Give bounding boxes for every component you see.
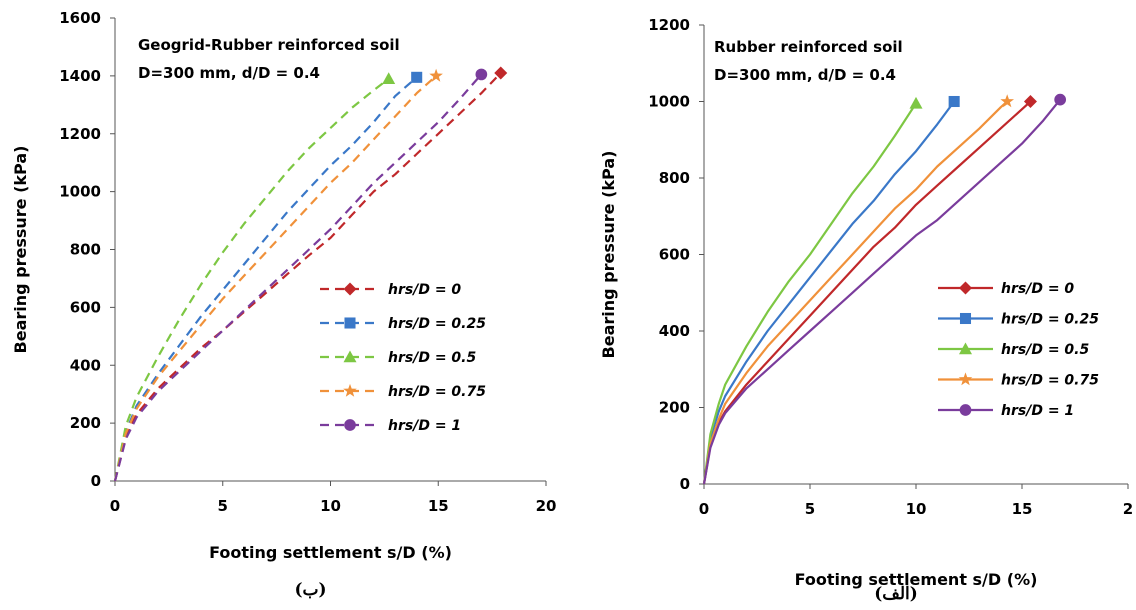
series-line <box>702 102 917 485</box>
legend-marker <box>343 383 357 397</box>
y-tick-label: 1000 <box>648 93 690 111</box>
annotation-line: Rubber reinforced soil <box>714 38 903 56</box>
x-tick-label: 10 <box>320 497 341 515</box>
y-axis-label: Bearing pressure (kPa) <box>599 151 618 359</box>
y-tick-label: 1200 <box>59 125 101 143</box>
series-line <box>113 76 418 482</box>
series-line <box>113 72 502 482</box>
series-diamond <box>702 95 1037 485</box>
series-circle <box>702 93 1067 485</box>
y-tick-label: 600 <box>70 298 101 316</box>
series-line <box>702 98 1062 485</box>
legend-marker <box>344 419 356 431</box>
series-line <box>113 77 390 482</box>
series-diamond <box>113 66 508 482</box>
legend-marker <box>959 312 972 325</box>
legend-marker <box>343 350 357 363</box>
legend-marker <box>958 372 973 386</box>
series-star <box>113 68 443 482</box>
x-tick-label: 10 <box>906 500 927 518</box>
series-end-marker <box>1023 95 1037 108</box>
legend-label: hrs/D = 1 <box>1001 403 1074 419</box>
chart-caption: (الف) <box>874 584 918 604</box>
legend-label: hrs/D = 0.75 <box>1001 373 1099 389</box>
series-end-marker <box>909 96 923 109</box>
legend-marker <box>344 317 356 329</box>
series-square <box>113 71 423 482</box>
annotation-line: D=300 mm, d/D = 0.4 <box>138 64 320 82</box>
legend-label: hrs/D = 0.5 <box>388 350 476 366</box>
x-tick-label: 20 <box>536 497 557 515</box>
legend-marker <box>959 281 972 295</box>
y-tick-label: 200 <box>70 414 101 432</box>
x-tick-label: 5 <box>218 497 228 515</box>
series-triangle <box>113 72 396 482</box>
series-end-marker <box>382 72 396 84</box>
legend-marker <box>959 404 972 416</box>
y-tick-label: 1600 <box>59 9 101 27</box>
series-end-marker <box>948 95 960 108</box>
legend-label: hrs/D = 0.25 <box>388 316 486 332</box>
series-line <box>113 75 437 482</box>
chart-rubber: 0 200 400 600 800 1000 1200 0 5 10 15 2 Footing sett… <box>599 16 1133 604</box>
series-square <box>702 95 960 485</box>
y-tick-label: 0 <box>91 472 101 490</box>
legend-label: hrs/D = 0 <box>1001 281 1074 297</box>
y-tick-label: 800 <box>659 169 690 187</box>
series-end-marker <box>1054 93 1067 106</box>
y-tick-label: 1200 <box>648 16 690 34</box>
series-line <box>702 100 1032 485</box>
legend-marker <box>959 342 972 355</box>
y-tick-label: 600 <box>659 246 690 264</box>
x-tick-label: 0 <box>699 500 709 518</box>
legend-label: hrs/D = 0.75 <box>388 384 486 400</box>
series-line <box>113 73 483 482</box>
series-star <box>702 94 1014 485</box>
x-axis-label: Footing settlement s/D (%) <box>209 543 452 562</box>
series-end-marker <box>1000 94 1014 108</box>
series-end-marker <box>411 71 423 83</box>
annotation-line: D=300 mm, d/D = 0.4 <box>714 66 896 84</box>
y-tick-label: 400 <box>659 322 690 340</box>
x-tick-label: 0 <box>110 497 120 515</box>
y-tick-label: 0 <box>680 475 690 493</box>
legend-label: hrs/D = 0.5 <box>1001 342 1089 358</box>
series-line <box>702 100 956 485</box>
x-tick-label: 15 <box>428 497 449 515</box>
y-axis-label: Bearing pressure (kPa) <box>11 146 30 354</box>
chart-caption: (ب) <box>294 580 326 600</box>
chart-geogrid-rubber: 0 200 400 600 800 1000 1200 1400 1600 0 5 10 15 20 Foo… <box>11 9 556 600</box>
y-tick-label: 1000 <box>59 183 101 201</box>
legend-label: hrs/D = 0 <box>388 282 461 298</box>
legend-marker <box>343 282 357 296</box>
x-tick-label: 15 <box>1012 500 1033 518</box>
x-axis-label: Footing settlement s/D (%) <box>795 570 1038 589</box>
series-line <box>702 100 1008 485</box>
series-circle <box>113 68 488 482</box>
legend-label: hrs/D = 0.25 <box>1001 312 1099 328</box>
series-end-marker <box>475 68 488 81</box>
y-tick-label: 800 <box>70 241 101 259</box>
annotation-line: Geogrid-Rubber reinforced soil <box>138 36 400 54</box>
series-triangle <box>702 96 923 485</box>
legend-label: hrs/D = 1 <box>388 418 461 434</box>
x-tick-label: 5 <box>805 500 815 518</box>
x-tick-label: 2 <box>1123 500 1133 518</box>
y-tick-label: 200 <box>659 399 690 417</box>
series-end-marker <box>494 66 508 80</box>
y-tick-label: 400 <box>70 356 101 374</box>
y-tick-label: 1400 <box>59 67 101 85</box>
series-end-marker <box>429 68 443 82</box>
